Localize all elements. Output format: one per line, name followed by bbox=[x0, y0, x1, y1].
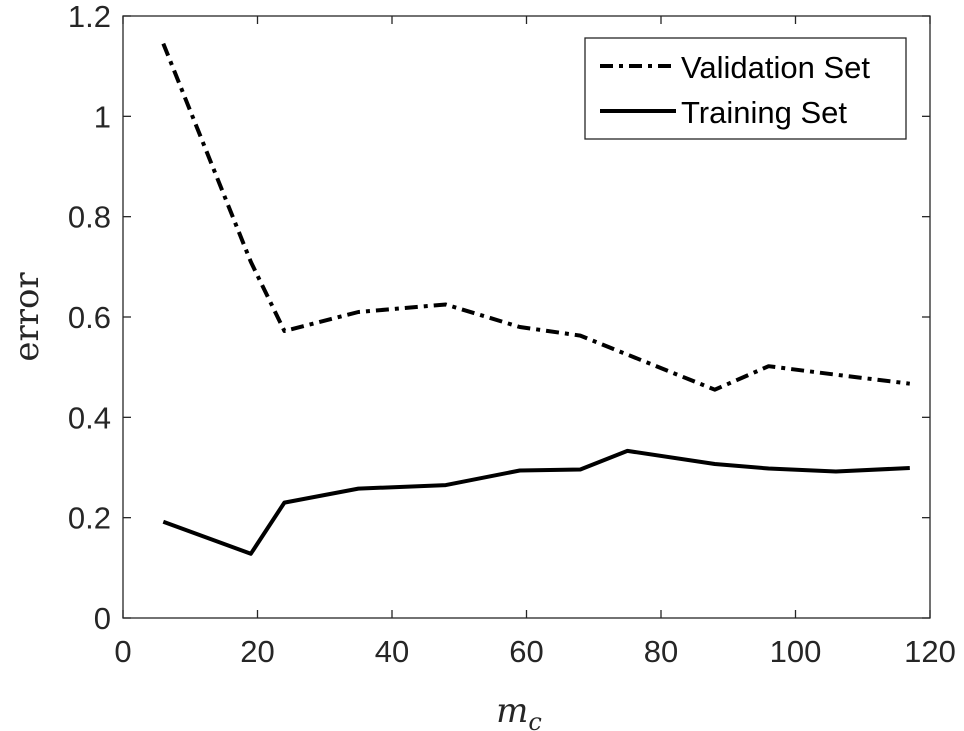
series-line-validation-set bbox=[161, 42, 911, 392]
x-tick-label: 100 bbox=[770, 634, 822, 669]
legend-box bbox=[584, 37, 907, 140]
x-tick-label: 80 bbox=[644, 634, 678, 669]
y-tick-label: 0.4 bbox=[68, 400, 111, 435]
legend-label-training-set: Training Set bbox=[681, 95, 847, 130]
y-tick-label: 0.6 bbox=[68, 300, 111, 335]
x-tick-label: 0 bbox=[114, 634, 131, 669]
series-layer bbox=[161, 42, 911, 556]
y-tick-label: 0.8 bbox=[68, 200, 111, 235]
x-axis-label: mc bbox=[496, 691, 542, 731]
y-axis-label: error bbox=[7, 272, 47, 362]
y-tick-label: 0.2 bbox=[68, 501, 111, 536]
y-tick-label: 1 bbox=[94, 99, 111, 134]
y-tick-label: 1.2 bbox=[68, 0, 111, 34]
x-tick-label: 120 bbox=[904, 634, 956, 669]
x-axis-label-subscript: c bbox=[528, 708, 541, 731]
x-tick-label: 60 bbox=[509, 634, 543, 669]
axis-ticks: 0 20 40 60 80 100 120 0 0.2 0.4 0.6 0.8 1 1.2 bbox=[68, 0, 956, 669]
x-tick-label: 20 bbox=[240, 634, 274, 669]
x-tick-label: 40 bbox=[375, 634, 409, 669]
legend-label-validation-set: Validation Set bbox=[681, 50, 870, 85]
legend: Validation Set Training Set bbox=[584, 37, 907, 140]
series-line-training-set bbox=[162, 448, 910, 556]
y-tick-label: 0 bbox=[94, 601, 111, 636]
x-axis-label-main: m bbox=[496, 691, 528, 731]
